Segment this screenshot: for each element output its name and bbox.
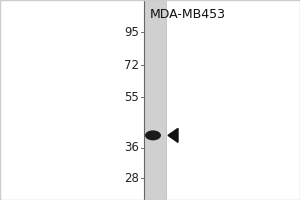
- Text: 55: 55: [124, 91, 139, 104]
- Text: MDA-MB453: MDA-MB453: [150, 8, 226, 21]
- Text: 72: 72: [124, 59, 139, 72]
- Text: 95: 95: [124, 25, 139, 38]
- Polygon shape: [168, 128, 178, 142]
- Text: 36: 36: [124, 141, 139, 154]
- Text: 28: 28: [124, 171, 139, 184]
- Ellipse shape: [145, 130, 161, 140]
- Bar: [144, 0, 166, 200]
